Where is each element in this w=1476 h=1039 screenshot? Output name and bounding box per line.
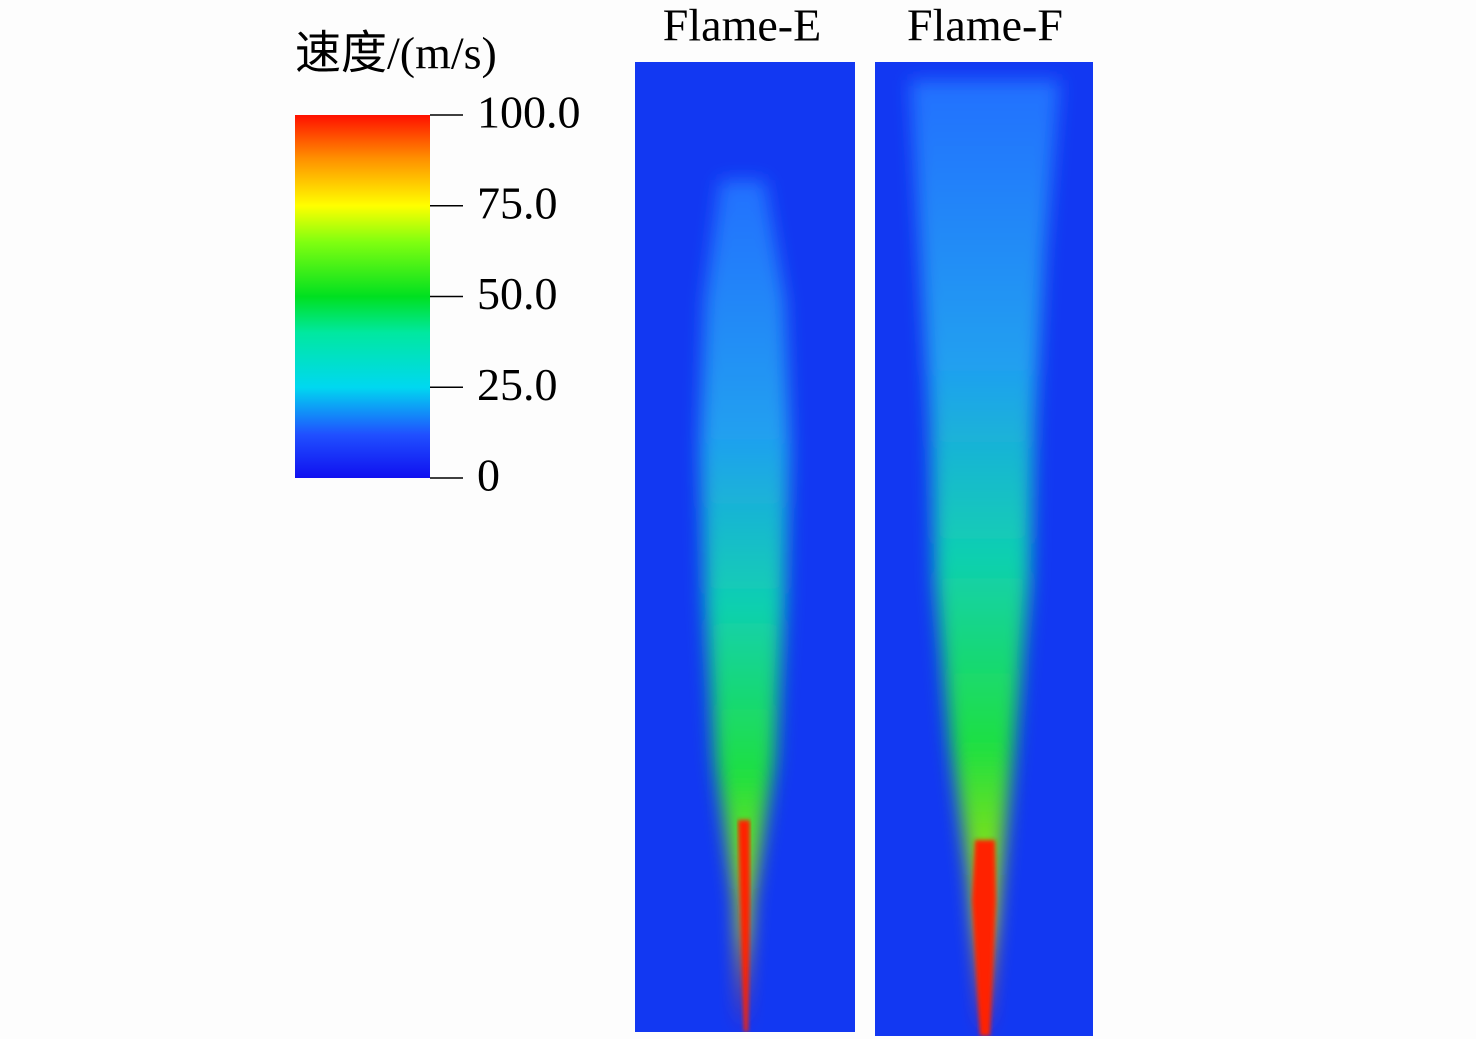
tick-label: 75.0 (477, 177, 558, 228)
tick-label: 25.0 (477, 359, 558, 410)
tick-label: 50.0 (477, 268, 558, 319)
panel-title: Flame-E (663, 0, 821, 51)
panel-title: Flame-F (907, 0, 1063, 51)
colorbar-ticks: 100.0 75.0 50.0 25.0 0 (430, 87, 581, 501)
colorbar (295, 115, 430, 478)
colorbar-title: 速度/(m/s) (295, 28, 497, 79)
tick-label: 100.0 (477, 87, 581, 138)
tick-label: 0 (477, 450, 500, 501)
flame-panel (635, 62, 855, 1032)
flame-panel (875, 62, 1093, 1036)
